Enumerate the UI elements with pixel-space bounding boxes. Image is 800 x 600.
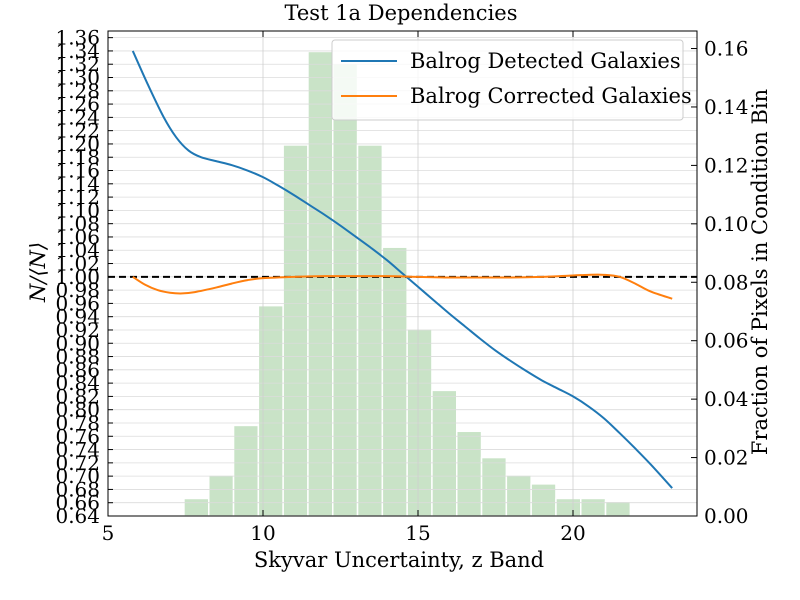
- y-tick-label-6: 0.74: [55, 438, 100, 462]
- series-line-2: [132, 273, 673, 300]
- y-tick-label-11: 0.84: [55, 371, 100, 395]
- y2-tick-label-1: 0.00: [704, 504, 749, 528]
- y-tick-label-9: 0.80: [55, 398, 100, 422]
- histogram-bar-19: [580, 497, 607, 517]
- y2-tick-label-4: 0.06: [704, 329, 749, 353]
- legend-label-corrected: Balrog Corrected Galaxies: [410, 84, 692, 108]
- histogram-bars: [133, 50, 632, 517]
- y-axis-ticks: 0.640.660.680.700.720.740.760.780.800.82…: [55, 26, 113, 528]
- y-tick-label-28: 1.18: [55, 145, 100, 169]
- y-axis-label: N/⟨N⟩: [26, 242, 50, 303]
- y-tick-label-16: 0.94: [55, 305, 100, 329]
- y-tick-label-12: 0.86: [55, 358, 100, 382]
- y-tick-label-15: 0.92: [55, 318, 100, 342]
- x-tick-label-1: 5: [102, 521, 115, 545]
- y2-tick-label-5: 0.08: [704, 270, 749, 294]
- y-tick-label-2: 0.66: [55, 491, 100, 515]
- y2-axis-label: Fraction of Pixels in Condition Bin: [748, 89, 772, 455]
- y-tick-label-20: 1.02: [55, 252, 100, 276]
- legend: Balrog Detected Galaxies Balrog Correcte…: [331, 39, 692, 121]
- histogram-bar-10: [356, 144, 384, 517]
- histogram-bar-15: [480, 456, 508, 517]
- histogram-bar-11: [381, 246, 408, 517]
- histogram-bar-5: [232, 424, 260, 517]
- x-axis-ticks: 5 10 15 20: [102, 31, 586, 545]
- histogram-bar-9: [332, 62, 359, 517]
- y-tick-label-21: 1.04: [55, 238, 100, 262]
- legend-label-detected: Balrog Detected Galaxies: [410, 49, 681, 73]
- y-tick-label-36: 1.34: [55, 39, 100, 63]
- histogram-bar-4: [208, 474, 235, 517]
- legend-box: [331, 39, 684, 121]
- y-tick-label-30: 1.22: [55, 119, 100, 143]
- y-tick-label-35: 1.32: [55, 52, 100, 76]
- y-tick-label-25: 1.12: [55, 185, 100, 209]
- histogram-bar-13: [431, 389, 458, 517]
- y2-tick-label-2: 0.02: [704, 446, 749, 470]
- y-tick-label-22: 1.06: [55, 225, 100, 249]
- y-tick-label-13: 0.88: [55, 345, 100, 369]
- histogram-bar-12: [406, 328, 433, 517]
- y-tick-label-29: 1.20: [55, 132, 100, 156]
- y-tick-label-24: 1.10: [55, 198, 100, 222]
- histogram-bar-20: [604, 500, 632, 517]
- y-tick-label-3: 0.68: [55, 477, 100, 501]
- y-tick-label-5: 0.72: [55, 451, 100, 475]
- y-tick-label-10: 0.82: [55, 384, 100, 408]
- histogram-bar-6: [257, 304, 284, 517]
- y-tick-label-4: 0.70: [55, 464, 100, 488]
- histogram-bar-16: [505, 474, 532, 517]
- y-tick-label-18: 0.98: [55, 278, 100, 302]
- y-tick-label-14: 0.90: [55, 331, 100, 355]
- y-tick-label-32: 1.26: [55, 92, 100, 116]
- y-tick-label-17: 0.96: [55, 291, 100, 315]
- y-tick-label-19: 1.00: [55, 265, 100, 289]
- x-axis-label: Skyvar Uncertainty, z Band: [254, 548, 544, 572]
- y2-tick-label-7: 0.12: [704, 153, 749, 177]
- y2-axis-ticks: 0.00 0.02 0.04 0.06 0.08 0.10 0.12 0.14 0.16: [691, 37, 749, 528]
- y2-tick-label-9: 0.16: [704, 37, 749, 61]
- y-tick-label-7: 0.76: [55, 424, 100, 448]
- histogram-bar-3: [183, 497, 210, 517]
- y-tick-label-1: 0.64: [55, 504, 100, 528]
- y2-tick-label-3: 0.04: [704, 387, 749, 411]
- y2-tick-label-8: 0.14: [704, 95, 749, 119]
- y-tick-label-34: 1.30: [55, 66, 100, 90]
- series-line-1: [131, 50, 673, 489]
- plot-frame: [107, 30, 698, 517]
- histogram-bar-8: [307, 50, 334, 517]
- y-tick-label-31: 1.24: [55, 105, 100, 129]
- x-tick-label-3: 15: [405, 521, 430, 545]
- y-tick-label-37: 1.36: [55, 26, 100, 50]
- histogram-bar-18: [555, 497, 582, 517]
- y-tick-label-33: 1.28: [55, 79, 100, 103]
- y2-tick-label-6: 0.10: [704, 212, 749, 236]
- histogram-bar-17: [530, 483, 557, 517]
- x-tick-label-2: 10: [250, 521, 275, 545]
- y-tick-label-27: 1.16: [55, 159, 100, 183]
- y-tick-label-23: 1.08: [55, 212, 100, 236]
- y-tick-label-26: 1.14: [55, 172, 100, 196]
- histogram-bar-14: [456, 430, 483, 517]
- chart-title: Test 1a Dependencies: [285, 1, 518, 25]
- y-tick-label-8: 0.78: [55, 411, 100, 435]
- x-tick-label-4: 20: [560, 521, 585, 545]
- series-lines: [131, 50, 673, 489]
